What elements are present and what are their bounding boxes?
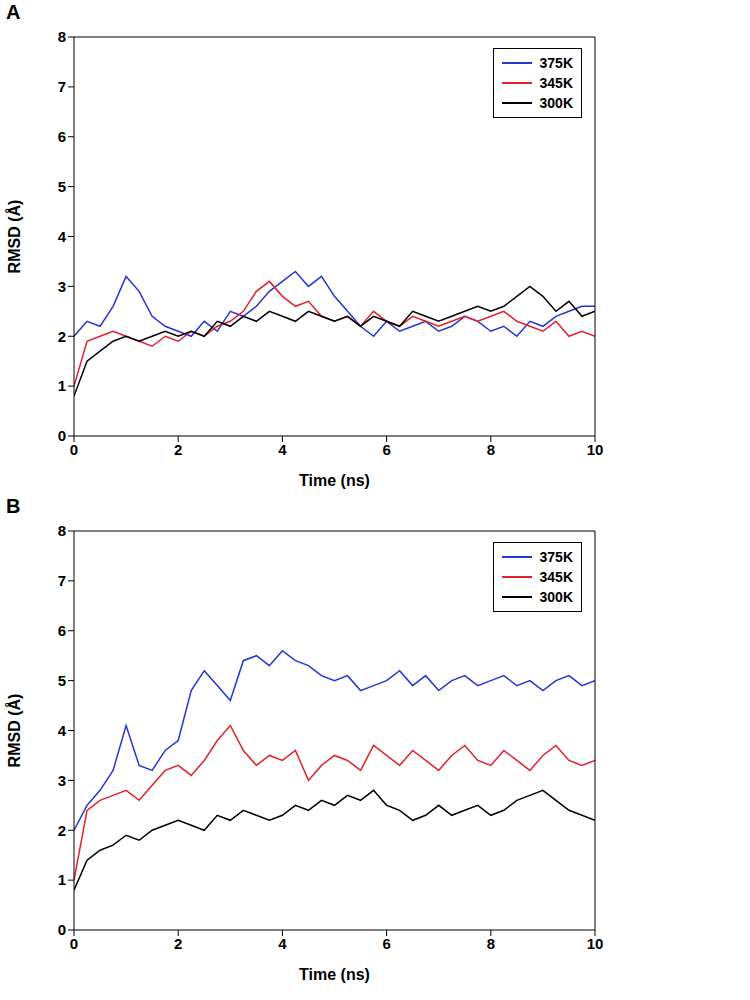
svg-text:2: 2 [174,441,182,458]
svg-text:6: 6 [382,935,390,952]
svg-text:5: 5 [58,672,66,689]
svg-text:1: 1 [58,871,66,888]
svg-text:4: 4 [58,722,67,739]
svg-text:0: 0 [70,441,78,458]
svg-text:0: 0 [58,921,66,938]
svg-text:8: 8 [487,441,495,458]
svg-text:2: 2 [174,935,182,952]
svg-text:6: 6 [382,441,390,458]
svg-text:Time (ns): Time (ns) [299,472,370,489]
svg-text:0: 0 [70,935,78,952]
svg-text:2: 2 [58,328,66,345]
svg-text:4: 4 [278,935,287,952]
html-text:300K: 300K [539,589,573,605]
svg-text:7: 7 [58,78,66,95]
svg-text:8: 8 [487,935,495,952]
html-text:375K: 375K [539,549,573,565]
svg-text:6: 6 [58,622,66,639]
svg-text:5: 5 [58,178,66,195]
svg-text:8: 8 [58,28,66,45]
svg-text:4: 4 [58,228,67,245]
svg-text:10: 10 [587,935,604,952]
svg-text:7: 7 [58,572,66,589]
svg-text:3: 3 [58,772,66,789]
svg-text:10: 10 [587,441,604,458]
svg-text:3: 3 [58,278,66,295]
svg-text:1: 1 [58,377,66,394]
svg-text:Time (ns): Time (ns) [299,966,370,983]
html-text:345K: 345K [539,569,573,585]
html-text:A: A [6,1,21,23]
svg-text:RMSD (Å): RMSD (Å) [5,694,23,768]
svg-text:8: 8 [58,522,66,539]
svg-text:4: 4 [278,441,287,458]
html-text:375K: 375K [539,55,573,71]
html-text:345K: 345K [539,75,573,91]
svg-text:RMSD (Å): RMSD (Å) [5,200,23,274]
html-text:B: B [6,495,21,517]
svg-text:6: 6 [58,128,66,145]
html-text:300K: 300K [539,95,573,111]
svg-text:2: 2 [58,822,66,839]
svg-text:0: 0 [58,427,66,444]
